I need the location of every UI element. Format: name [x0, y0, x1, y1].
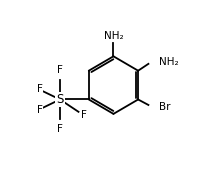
Text: F: F — [81, 110, 86, 120]
Text: F: F — [57, 65, 63, 75]
Text: S: S — [56, 93, 64, 106]
Text: Br: Br — [159, 102, 170, 112]
Text: F: F — [37, 84, 43, 94]
Text: F: F — [57, 124, 63, 134]
Text: NH₂: NH₂ — [104, 31, 123, 41]
Text: F: F — [37, 105, 43, 115]
Text: NH₂: NH₂ — [159, 57, 178, 67]
